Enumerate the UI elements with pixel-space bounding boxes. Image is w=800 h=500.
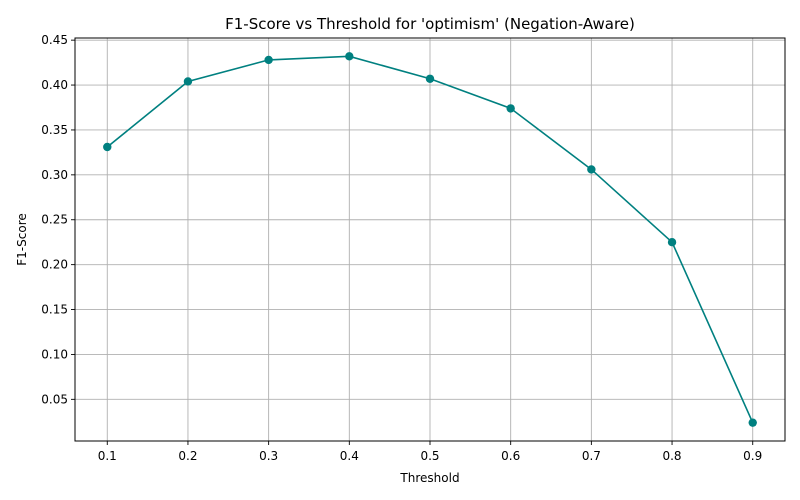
- data-point: [183, 77, 193, 86]
- x-tick-label: 0.6: [501, 449, 520, 463]
- y-tick-label: 0.40: [41, 78, 68, 92]
- x-tick-label: 0.2: [178, 449, 197, 463]
- y-tick-label: 0.35: [41, 123, 68, 137]
- y-tick-label: 0.25: [41, 213, 68, 227]
- y-axis-label: F1-Score: [15, 213, 29, 265]
- x-tick-label: 0.4: [340, 449, 359, 463]
- chart-title: F1-Score vs Threshold for 'optimism' (Ne…: [225, 15, 635, 33]
- y-tick-label: 0.10: [41, 347, 68, 361]
- y-tick-label: 0.05: [41, 392, 68, 406]
- data-point: [667, 237, 677, 247]
- y-tick-label: 0.20: [41, 258, 68, 272]
- data-point: [264, 55, 273, 65]
- x-tick-label: 0.1: [98, 449, 117, 463]
- x-tick-label: 0.8: [662, 449, 681, 463]
- data-point: [103, 142, 112, 152]
- y-tick-label: 0.30: [41, 168, 68, 182]
- x-tick-label: 0.5: [420, 449, 439, 463]
- tick-layer: 0.1 0.2 0.3 0.4 0.5 0.6 0.7 0.8 0.9 0.05 0.10 0.15 0…: [41, 33, 762, 463]
- data-point: [506, 104, 515, 113]
- x-tick-label: 0.9: [743, 449, 762, 463]
- data-point: [345, 52, 354, 61]
- x-tick-label: 0.7: [582, 449, 601, 463]
- data-point: [587, 165, 596, 174]
- y-tick-label: 0.15: [41, 303, 68, 317]
- data-point: [748, 418, 757, 427]
- x-axis-label: Threshold: [399, 471, 459, 485]
- series-layer: [103, 52, 757, 427]
- y-tick-label: 0.45: [41, 33, 68, 47]
- x-tick-label: 0.3: [259, 449, 278, 463]
- data-point: [425, 74, 435, 83]
- grid-layer: [75, 38, 785, 441]
- plot-frame: [74, 37, 786, 442]
